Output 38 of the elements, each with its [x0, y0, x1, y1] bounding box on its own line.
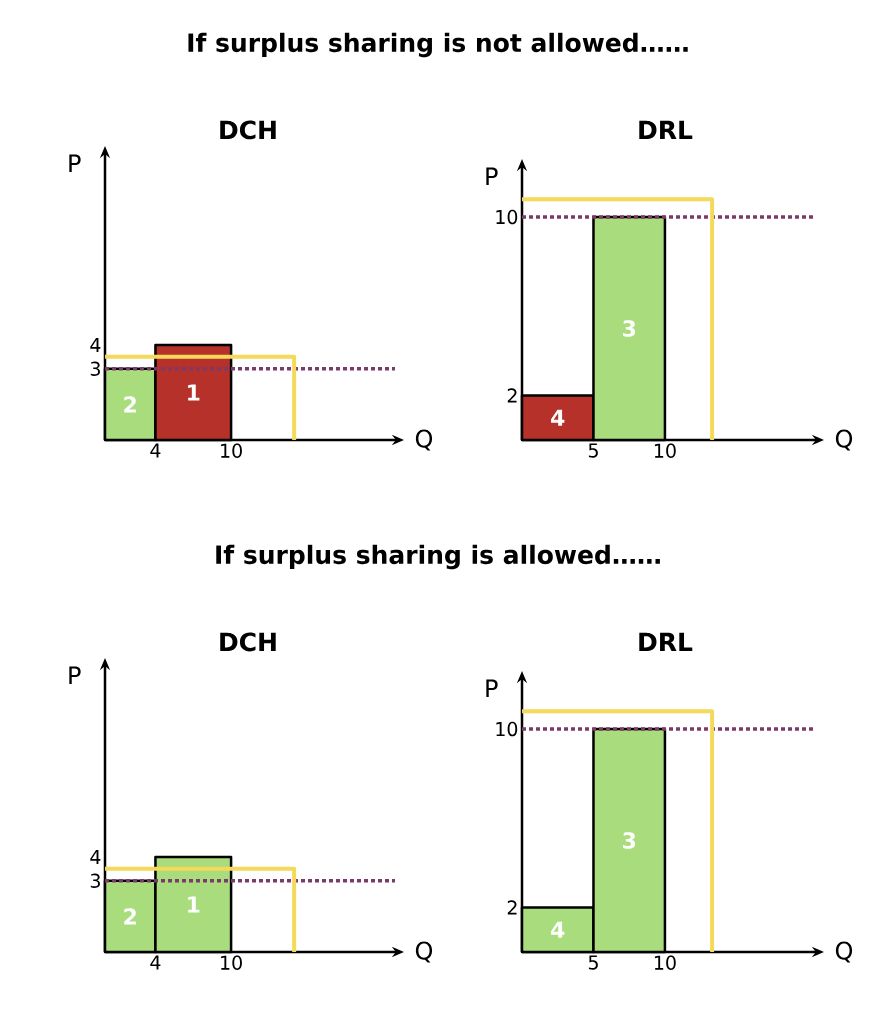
series-label: 1: [188, 896, 200, 913]
chart-title: DRL: [639, 632, 693, 652]
series-label: 4: [551, 409, 565, 426]
y-tick-label: 3: [90, 361, 100, 376]
y-tick-label: 4: [90, 850, 101, 864]
x-tick-label: 5: [588, 955, 598, 970]
y-axis-title: P: [486, 679, 498, 698]
chart-title: If surplus sharing is not allowed……: [188, 32, 688, 58]
series-label: 1: [188, 384, 200, 401]
y-axis-title: P: [486, 167, 498, 186]
y-axis-title: P: [69, 154, 81, 173]
y-tick-label: 2: [507, 900, 517, 915]
x-axis-title: Q: [835, 429, 853, 451]
series-label: 3: [623, 832, 636, 849]
x-axis-title: Q: [835, 941, 853, 963]
chart-subtitle: DCH: [220, 632, 276, 652]
x-axis-title: Q: [415, 941, 433, 963]
x-axis-title: Q: [415, 429, 433, 451]
chart-title: DRL: [639, 120, 693, 140]
y-tick-label: 4: [90, 338, 101, 352]
series-label: 3: [623, 320, 636, 337]
chart-title: If surplus sharing is allowed……: [216, 544, 660, 570]
y-tick-label: 10: [496, 721, 518, 737]
x-tick-label: 10: [654, 955, 676, 970]
series-label: 4: [551, 921, 565, 938]
x-tick-label: 10: [654, 443, 676, 458]
y-axis-title: P: [69, 666, 81, 685]
y-tick-label: 10: [496, 209, 518, 225]
y-tick-label: 3: [90, 873, 100, 888]
series-label: 2: [124, 908, 136, 925]
chart-subtitle: DCH: [220, 120, 276, 140]
x-tick-label: 10: [221, 955, 242, 970]
y-tick-label: 2: [507, 388, 517, 403]
series-label: 2: [124, 396, 136, 413]
x-tick-label: 4: [150, 955, 161, 970]
x-tick-label: 5: [588, 443, 598, 458]
x-tick-label: 4: [150, 443, 161, 458]
x-tick-label: 10: [221, 443, 242, 458]
